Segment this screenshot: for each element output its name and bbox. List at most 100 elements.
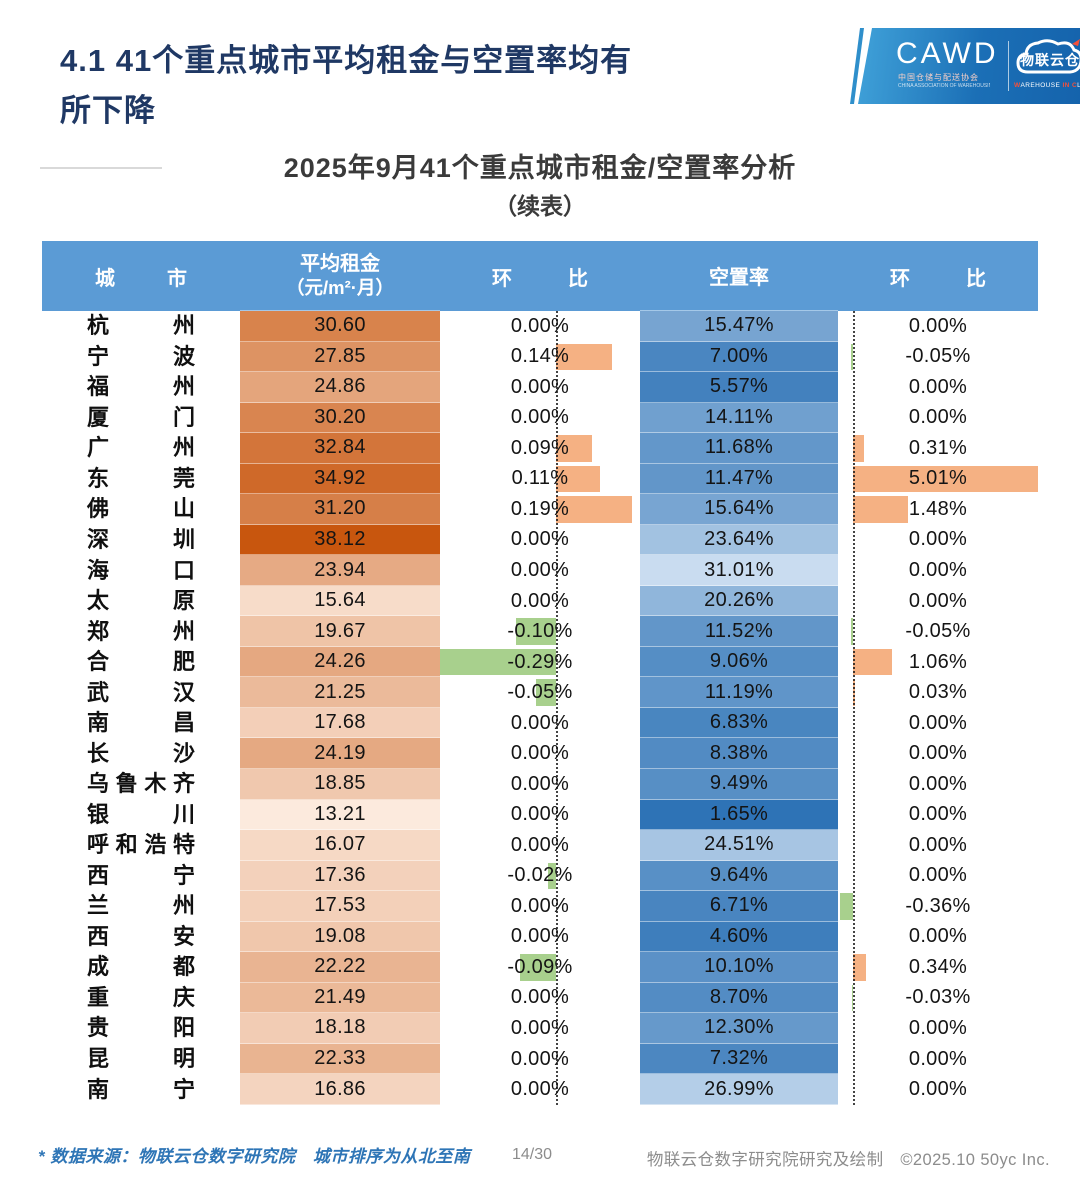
table-row: 武汉 21.25 -0.05% 11.19% 0.03% xyxy=(42,677,1038,708)
city-name: 重庆 xyxy=(87,984,195,1010)
table-row: 海口 23.94 0.00% 31.01% 0.00% xyxy=(42,555,1038,586)
rent-mom-cell-value: 0.00% xyxy=(510,559,570,582)
city-cell: 东莞 xyxy=(42,464,240,495)
city-name: 杭州 xyxy=(87,313,195,339)
vacancy-value: 1.65% xyxy=(709,802,769,825)
vacancy-mom-cell: -0.36% xyxy=(838,891,1038,922)
city-name: 昆明 xyxy=(87,1046,195,1072)
city-name: 厦门 xyxy=(87,404,195,430)
vacancy-mom-cell: 0.00% xyxy=(838,1074,1038,1105)
rent-value: 13.21 xyxy=(314,802,366,825)
rent-cell: 31.20 xyxy=(240,494,440,525)
rent-mom-cell: 0.00% xyxy=(440,1074,640,1105)
vacancy-mom-cell-value: 0.00% xyxy=(908,1078,968,1101)
header-city: 城市 xyxy=(42,241,240,311)
rent-cell: 30.20 xyxy=(240,402,440,434)
city-cell: 深圳 xyxy=(42,525,240,556)
vacancy-value: 7.00% xyxy=(709,344,769,367)
negative-mom-bar xyxy=(851,618,853,645)
table-body: 杭州 30.60 0.00% 15.47% 0.00% 宁波 27.85 0.14% 7.00%… xyxy=(42,311,1039,1105)
rent-cell: 30.60 xyxy=(240,311,440,342)
rent-cell: 21.25 xyxy=(240,677,440,708)
rent-value: 19.08 xyxy=(314,924,366,947)
rent-mom-cell: 0.00% xyxy=(440,311,640,342)
rent-mom-cell-value: 0.19% xyxy=(510,497,570,520)
vacancy-mom-cell: 0.00% xyxy=(838,372,1038,403)
vacancy-mom-cell: -0.05% xyxy=(838,342,1038,373)
rent-value: 16.07 xyxy=(314,833,366,856)
city-cell: 杭州 xyxy=(42,311,240,342)
rent-mom-cell: 0.09% xyxy=(440,433,640,464)
rent-value: 21.49 xyxy=(314,985,366,1008)
vacancy-mom-cell-value: 0.00% xyxy=(908,833,968,856)
city-cell: 西宁 xyxy=(42,861,240,892)
vacancy-mom-cell-value: 1.06% xyxy=(908,650,968,673)
vacancy-mom-cell: 1.48% xyxy=(838,494,1038,525)
rent-cell: 23.94 xyxy=(240,555,440,586)
rent-value: 32.84 xyxy=(314,436,366,459)
rent-mom-cell: 0.00% xyxy=(440,372,640,403)
rent-mom-cell: 0.19% xyxy=(440,494,640,525)
rent-value: 31.20 xyxy=(314,497,366,520)
vacancy-cell: 23.64% xyxy=(640,524,838,556)
table-row: 乌鲁木齐 18.85 0.00% 9.49% 0.00% xyxy=(42,768,1038,800)
city-cell: 呼和浩特 xyxy=(42,830,240,861)
city-cell: 南宁 xyxy=(42,1074,240,1105)
rent-mom-cell: 0.00% xyxy=(440,1013,640,1044)
city-cell: 乌鲁木齐 xyxy=(42,769,240,800)
vacancy-mom-cell: 0.00% xyxy=(838,800,1038,831)
city-name: 西宁 xyxy=(87,862,195,888)
table-row: 太原 15.64 0.00% 20.26% 0.00% xyxy=(42,585,1038,617)
rent-cell: 15.64 xyxy=(240,585,440,617)
vacancy-mom-cell-value: -0.36% xyxy=(905,894,971,917)
city-cell: 兰州 xyxy=(42,891,240,922)
rent-mom-cell: 0.00% xyxy=(440,983,640,1014)
vacancy-mom-cell-value: 0.00% xyxy=(908,803,968,826)
vacancy-mom-cell-value: 0.00% xyxy=(908,864,968,887)
rent-mom-cell: 0.00% xyxy=(440,555,640,586)
vacancy-mom-cell-value: 0.00% xyxy=(908,406,968,429)
rent-mom-cell: 0.00% xyxy=(440,1044,640,1075)
negative-mom-bar xyxy=(536,679,556,706)
vacancy-mom-cell-value: 0.00% xyxy=(908,925,968,948)
vacancy-value: 10.10% xyxy=(704,955,774,978)
vacancy-mom-cell: -0.03% xyxy=(838,983,1038,1014)
rent-mom-cell-value: -0.05% xyxy=(507,681,573,704)
city-name: 深圳 xyxy=(87,526,195,552)
vacancy-cell: 15.47% xyxy=(640,311,838,342)
logo-banner: CAWD 中国仓储与配送协会 CHINA ASSOCIATION OF WARE… xyxy=(850,28,1080,104)
rent-value: 17.68 xyxy=(314,711,366,734)
rent-cell: 19.67 xyxy=(240,616,440,647)
rent-mom-cell: -0.29% xyxy=(440,647,640,678)
rent-value: 18.18 xyxy=(314,1016,366,1039)
rent-cell: 17.36 xyxy=(240,860,440,892)
city-cell: 银川 xyxy=(42,800,240,831)
vacancy-mom-cell-value: 0.03% xyxy=(908,681,968,704)
cawd-logo-text: CAWD xyxy=(896,37,999,70)
rent-value: 23.94 xyxy=(314,558,366,581)
city-cell: 武汉 xyxy=(42,677,240,708)
page-title: 4.1 41个重点城市平均租金与空置率均有 所下降 xyxy=(60,36,840,136)
city-name: 西安 xyxy=(87,923,195,949)
table-row: 福州 24.86 0.00% 5.57% 0.00% xyxy=(42,372,1038,403)
rent-mom-cell-value: 0.00% xyxy=(510,986,570,1009)
vacancy-cell: 7.32% xyxy=(640,1043,838,1075)
negative-mom-bar xyxy=(516,618,556,645)
city-name: 兰州 xyxy=(87,893,195,919)
rent-value: 19.67 xyxy=(314,619,366,642)
vacancy-mom-cell-value: 0.00% xyxy=(908,314,968,337)
vacancy-mom-cell-value: 0.34% xyxy=(908,955,968,978)
vacancy-mom-cell-value: 0.31% xyxy=(908,436,968,459)
tagline-accent: W xyxy=(1014,82,1021,89)
table-row: 重庆 21.49 0.00% 8.70% -0.03% xyxy=(42,982,1038,1014)
rent-value: 24.86 xyxy=(314,375,366,398)
vacancy-mom-cell: 5.01% xyxy=(838,464,1039,495)
table-row: 东莞 34.92 0.11% 11.47% 5.01% xyxy=(42,463,1039,495)
rent-mom-cell-value: -0.09% xyxy=(507,955,573,978)
table-header-row: 城市 平均租金 （元/m²·月） 环比 空置率 环比 xyxy=(42,241,1038,311)
logo-divider xyxy=(1008,41,1009,91)
rent-mom-cell-value: 0.11% xyxy=(511,467,569,490)
vacancy-mom-cell-value: 0.00% xyxy=(908,1047,968,1070)
city-name: 贵阳 xyxy=(87,1015,195,1041)
